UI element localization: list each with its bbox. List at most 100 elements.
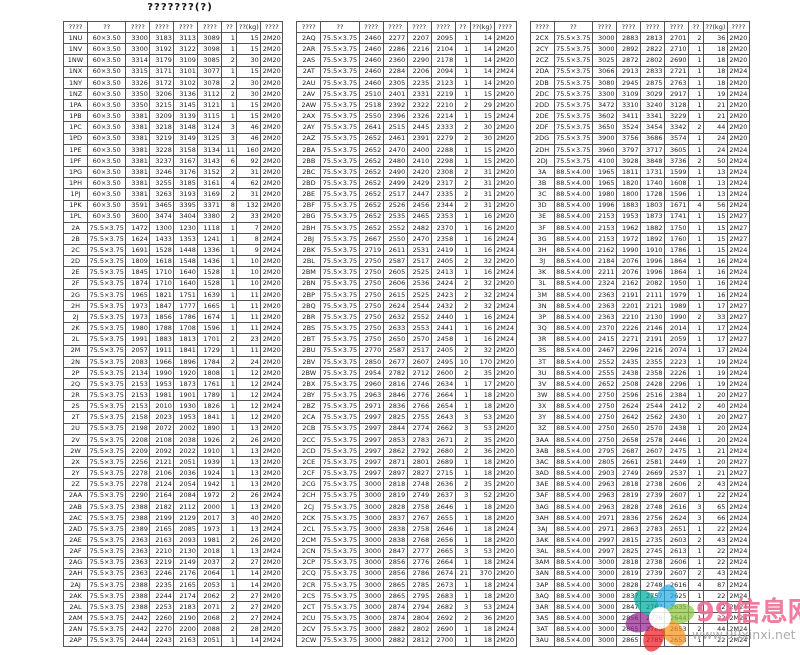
table-row: 3AS 88.5×4.00 3000 2856 2776 2644 1 22 2M24 [529, 612, 750, 625]
table-row: 3AK 88.5×4.00 2997 2815 2735 2603 2 43 2M24 [529, 534, 750, 547]
table-cell: 3246 [149, 166, 175, 179]
table-row: 3AC 88.5×4.00 2805 2661 2581 2449 1 20 2M27 [529, 456, 750, 469]
table-cell: 3AS [529, 612, 555, 625]
table-cell: 2388 [125, 601, 151, 614]
table-cell: 2435 [616, 355, 641, 368]
table-cell: 2M20 [260, 99, 284, 112]
table-cell: 3115 [197, 110, 223, 123]
table-cell: 2853 [382, 433, 408, 446]
table-cell: 1 [221, 366, 238, 380]
table-cell: 75.5×3.75 [320, 299, 360, 313]
table-cell: 3109 [173, 54, 199, 67]
table-cell: 60×3.50 [86, 143, 127, 156]
table-cell: 3AF [529, 489, 555, 502]
table-cell: 1 [688, 188, 704, 201]
table-cell: 1981 [197, 534, 223, 547]
table-row: 3AH 88.5×4.00 2971 2836 2756 2624 3 66 2M24 [529, 511, 750, 525]
table-row: 2E 75.5×3.75 1845 1710 1640 1528 1 10 2M20 [63, 266, 284, 279]
table-cell: 75.5×3.75 [553, 143, 594, 156]
table-row: 2BY 75.5×3.75 2963 2846 2776 2664 1 18 2M20 [296, 389, 517, 402]
table-cell: 2M24 [726, 567, 750, 580]
table-cell: 2226 [616, 322, 641, 335]
table-cell: 2M24 [726, 277, 750, 290]
table-cell: 2324 [592, 277, 617, 290]
table-cell: 2 [221, 188, 238, 201]
table-cell: 2M24 [726, 255, 750, 268]
table-cell: 32 [469, 288, 495, 301]
table-cell: 2M24 [260, 523, 284, 536]
table-cell: 2018 [197, 545, 223, 558]
table-cell: 75.5×3.75 [320, 623, 360, 636]
table-cell: 2971 [358, 400, 384, 413]
table-cell: 2748 [640, 500, 665, 513]
table-cell: 75.5×3.75 [320, 132, 360, 145]
table-cell: 2635 [664, 601, 689, 614]
table-cell: 2M20 [260, 110, 284, 123]
table-cell: 3AJ [529, 523, 555, 536]
table-cell: 2163 [173, 634, 199, 647]
table-cell: 3 [454, 422, 471, 435]
table-cell: 2M24 [260, 545, 284, 558]
table-cell: 1691 [125, 244, 151, 257]
table-cell: 1448 [173, 244, 199, 257]
table-cell: 2755 [406, 411, 432, 424]
table-cell: 3W [529, 389, 555, 402]
table-row: 2CB 75.5×3.75 2997 2844 2774 2662 3 53 2M20 [296, 422, 517, 435]
table-row: 3K 88.5×4.00 2211 2076 1996 1864 1 16 2M24 [529, 266, 750, 279]
table-cell: 1 [688, 76, 704, 89]
table-row: 3W 88.5×4.00 2750 2596 2516 2384 1 20 2M27 [529, 389, 750, 402]
table-cell: 2510 [358, 87, 384, 101]
table-cell: 2M20 [493, 634, 517, 647]
table-cell: 75.5×3.75 [320, 188, 360, 201]
table-cell: 75.5×3.75 [553, 110, 594, 123]
table-cell: 3 [221, 132, 238, 145]
table-cell: 27 [236, 601, 262, 614]
table-cell: 2M20 [260, 277, 284, 290]
table-cell: 2650 [382, 333, 408, 346]
table-cell: 2M24 [260, 377, 284, 391]
table-cell: 2M20 [260, 288, 284, 301]
table-cell: 23 [236, 333, 262, 346]
table-cell: 2130 [173, 545, 199, 558]
table-cell: 2BW [296, 366, 322, 380]
column-header: ???? [173, 20, 199, 34]
table-cell: 2U [63, 422, 88, 435]
table-cell: 1979 [664, 288, 689, 301]
table-cell: 20 [703, 422, 728, 435]
table-cell: 2412 [664, 400, 689, 413]
table-cell: 3F [529, 221, 555, 234]
table-cell: 2667 [358, 232, 384, 246]
table-cell: 1 [454, 210, 471, 223]
table-cell: 3381 [125, 154, 151, 168]
table-row: 2BA 75.5×3.75 2652 2470 2400 2288 1 15 2M20 [296, 143, 517, 156]
table-cell: 3AD [529, 467, 555, 480]
table-row: 1NW 60×3.50 3314 3179 3109 3085 2 30 2M20 [63, 54, 284, 67]
table-cell: 1973 [125, 299, 151, 313]
table-row: 2Y 75.5×3.75 2278 2106 2036 1924 1 13 2M20 [63, 467, 284, 480]
table-cell: 2M24 [260, 244, 284, 257]
table-cell: 75.5×3.75 [320, 523, 360, 536]
table-cell: 3AQ [529, 589, 555, 603]
table-cell: 2M24 [493, 266, 517, 279]
table-cell: 1972 [197, 489, 223, 502]
table-cell: 75.5×3.75 [320, 255, 360, 268]
table-cell: 2M20 [493, 400, 517, 413]
table-row: 3AP 88.5×4.00 3000 2828 2748 2616 4 87 2M24 [529, 578, 750, 591]
table-cell: 60×3.50 [86, 121, 127, 134]
table-row: 2BK 75.5×3.75 2719 2611 2531 2419 1 16 2M24 [296, 244, 517, 257]
table-cell: 1845 [125, 266, 151, 279]
table-cell: 2M20 [493, 177, 517, 190]
table-cell: 1708 [173, 322, 199, 335]
table-cell: 75.5×3.75 [553, 76, 594, 89]
table-cell: 2 [454, 199, 471, 212]
table-cell: 1 [688, 54, 704, 67]
table-cell: 2606 [664, 478, 689, 491]
table-row: 2BE 75.5×3.75 2652 2517 2447 2335 2 31 2M20 [296, 188, 517, 201]
table-cell: 1 [454, 400, 471, 413]
table-cell: 75.5×3.75 [320, 143, 360, 156]
table-row: 1NV 60×3.50 3300 3192 3122 3098 1 15 2M20 [63, 43, 284, 56]
table-cell: 2776 [406, 556, 432, 569]
table-row: 2BF 75.5×3.75 2652 2526 2456 2344 2 31 2M20 [296, 199, 517, 212]
table-cell: 1 [454, 54, 471, 67]
table-cell: 2606 [664, 556, 689, 569]
